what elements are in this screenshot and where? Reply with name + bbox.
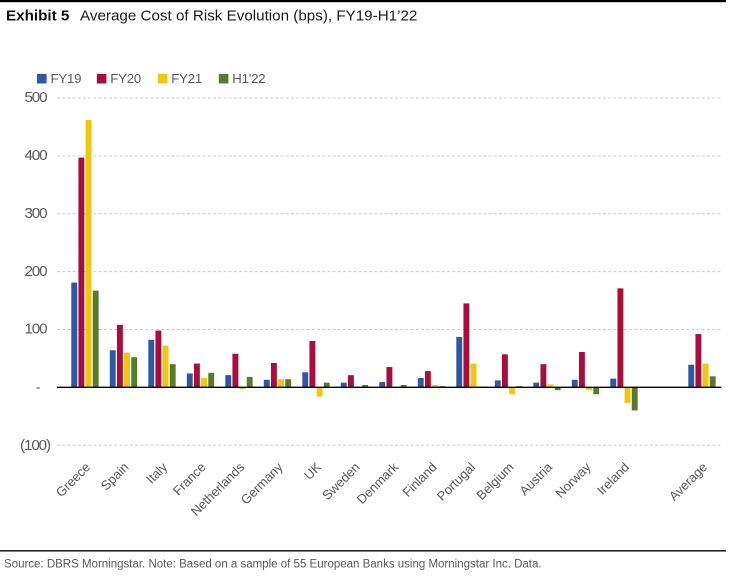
svg-text:Exhibit 5: Exhibit 5 (6, 8, 70, 25)
svg-text:Average Cost of Risk Evolution: Average Cost of Risk Evolution (bps), FY… (80, 8, 417, 25)
svg-text:FY19: FY19 (51, 71, 82, 86)
svg-text:500: 500 (24, 89, 47, 106)
svg-text:100: 100 (24, 321, 47, 338)
svg-text:(100): (100) (20, 437, 51, 454)
svg-text:200: 200 (24, 263, 47, 280)
svg-text:400: 400 (24, 147, 47, 164)
svg-text:H1'22: H1'22 (232, 71, 265, 86)
svg-text:FY21: FY21 (171, 71, 202, 86)
svg-text:300: 300 (24, 205, 47, 222)
svg-text:FY20: FY20 (110, 71, 141, 86)
svg-text:-: - (36, 380, 41, 396)
svg-text:Source: DBRS Morningstar. Note: Source: DBRS Morningstar. Note: Based on… (4, 559, 542, 571)
